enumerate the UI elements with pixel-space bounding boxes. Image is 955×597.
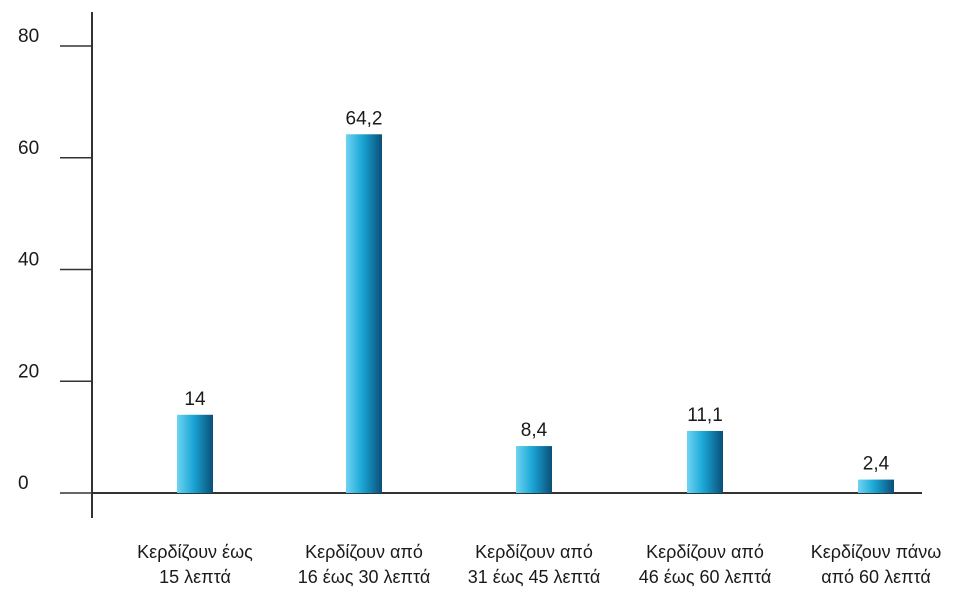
x-tick-label: Κερδίζουν από 31 έως 45 λεπτά bbox=[468, 542, 601, 587]
bar-value-label: 8,4 bbox=[521, 420, 548, 441]
x-tick-label: Κερδίζουν πάνω από 60 λεπτά bbox=[811, 542, 942, 587]
bar bbox=[858, 479, 894, 493]
bar-value-label: 11,1 bbox=[687, 405, 723, 426]
bar bbox=[516, 446, 552, 493]
x-tick-label: Κερδίζουν από 16 έως 30 λεπτά bbox=[298, 542, 431, 587]
x-tick-label: Κερδίζουν από 46 έως 60 λεπτά bbox=[639, 542, 772, 587]
y-axis: 0 20 40 60 80 bbox=[18, 12, 93, 518]
category-labels: Κερδίζουν έως 15 λεπτά Κερδίζουν από 16 έως… bbox=[137, 542, 941, 587]
y-tick-label: 60 bbox=[18, 138, 39, 159]
x-tick-label: Κερδίζουν έως 15 λεπτά bbox=[137, 542, 253, 587]
y-tick-label: 20 bbox=[18, 361, 39, 382]
bar-value-label: 14 bbox=[184, 389, 206, 410]
y-tick-label: 40 bbox=[18, 250, 39, 271]
bars bbox=[177, 134, 894, 493]
y-tick-label: 0 bbox=[18, 473, 29, 494]
bar-value-label: 64,2 bbox=[346, 108, 383, 129]
bar-value-label: 2,4 bbox=[863, 454, 890, 475]
bar bbox=[346, 134, 382, 493]
bar bbox=[177, 414, 213, 493]
y-tick-label: 80 bbox=[18, 26, 39, 47]
value-labels: 14 64,2 8,4 11,1 2,4 bbox=[184, 108, 889, 474]
bar bbox=[687, 430, 723, 493]
